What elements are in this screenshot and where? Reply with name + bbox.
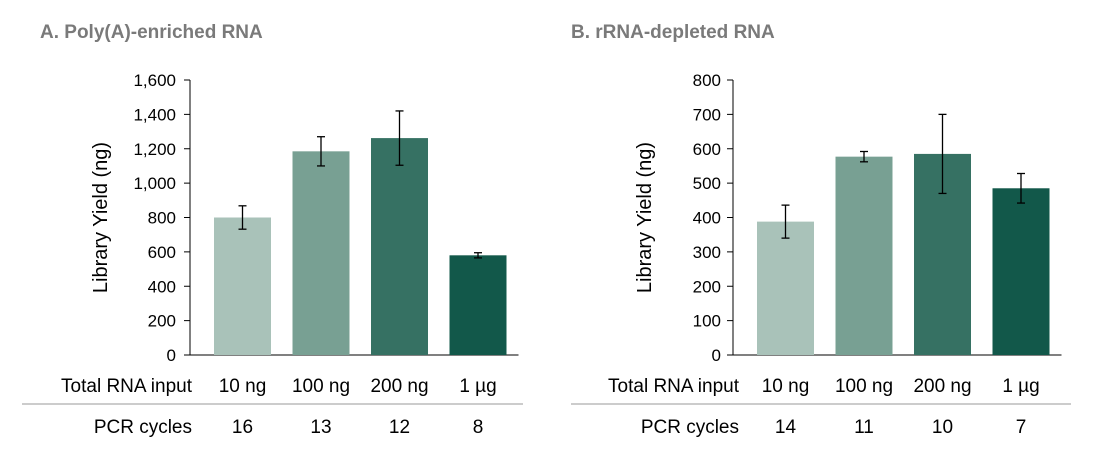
bar-1 — [757, 221, 814, 355]
pcr-cycles-value: 13 — [310, 417, 331, 438]
pcr-cycles-value: 7 — [1016, 417, 1027, 438]
y-tick-label: 0 — [712, 346, 721, 365]
x-category-label: 100 ng — [835, 376, 893, 397]
y-tick-label: 800 — [148, 209, 176, 228]
y-tick-label: 500 — [693, 174, 721, 193]
y-tick-label: 700 — [693, 105, 721, 124]
y-tick-label: 200 — [148, 312, 176, 331]
pcr-cycles-value: 10 — [932, 417, 953, 438]
y-tick-label: 200 — [693, 277, 721, 296]
pcr-cycles-value: 14 — [775, 417, 797, 438]
pcr-cycles-label: PCR cycles — [641, 417, 739, 438]
y-tick-label: 800 — [693, 71, 721, 90]
bar-chart-rrna-depleted: 0 100 200 300 400 500 600 700 800 Library Yield (… — [571, 71, 1071, 438]
bar-3 — [371, 138, 428, 355]
y-tick-label: 0 — [167, 346, 176, 365]
bar-2 — [292, 151, 350, 355]
x-category-label: 10 ng — [219, 376, 267, 397]
total-rna-input-label: Total RNA input — [61, 376, 193, 397]
x-category-label: 10 ng — [762, 376, 810, 397]
bar-chart-poly-a: 0 200 400 600 800 1,000 1,200 1,400 1,600 Library… — [22, 71, 523, 438]
x-category-label: 200 ng — [370, 376, 428, 397]
y-tick-label: 1,000 — [133, 174, 176, 193]
y-tick-label: 600 — [148, 243, 176, 262]
y-tick-label: 1,600 — [133, 71, 176, 90]
bar-4 — [449, 255, 507, 355]
pcr-cycles-value: 16 — [232, 417, 253, 438]
pcr-cycles-value: 11 — [854, 417, 874, 438]
x-category-label: 1 µg — [459, 376, 496, 397]
y-axis-label: Library Yield (ng) — [634, 142, 656, 293]
y-tick-label: 300 — [693, 243, 721, 262]
y-tick-label: 400 — [148, 277, 176, 296]
x-category-label: 200 ng — [913, 376, 971, 397]
y-tick-label: 1,400 — [133, 105, 176, 124]
bar-1 — [214, 217, 271, 355]
pcr-cycles-label: PCR cycles — [94, 417, 192, 438]
chart-panel-b: B. rRNA-depleted RNA 0 100 200 300 400 500 600… — [547, 0, 1094, 461]
total-rna-input-label: Total RNA input — [608, 376, 740, 397]
pcr-cycles-value: 8 — [473, 417, 484, 438]
y-tick-label: 1,200 — [133, 140, 176, 159]
x-category-label: 100 ng — [292, 376, 350, 397]
y-tick-label: 600 — [693, 140, 721, 159]
pcr-cycles-value: 12 — [389, 417, 410, 438]
y-tick-label: 100 — [693, 312, 721, 331]
chart-title: A. Poly(A)-enriched RNA — [40, 22, 263, 43]
chart-panel-a: A. Poly(A)-enriched RNA 0 200 400 600 800 1,0… — [0, 0, 547, 461]
bar-4 — [992, 188, 1050, 355]
y-axis-label: Library Yield (ng) — [90, 142, 112, 293]
x-category-label: 1 µg — [1002, 376, 1039, 397]
chart-title: B. rRNA-depleted RNA — [571, 22, 775, 43]
y-tick-label: 400 — [693, 209, 721, 228]
bar-2 — [835, 156, 893, 355]
